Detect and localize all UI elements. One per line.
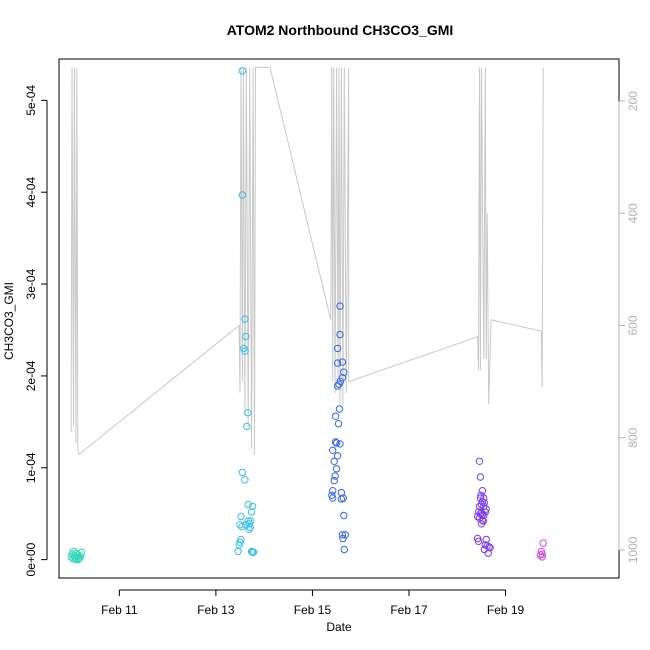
data-point <box>336 302 344 310</box>
x-tick-label: Feb 11 <box>101 603 138 617</box>
series-0 <box>67 547 86 564</box>
data-point <box>248 548 257 556</box>
data-point <box>248 502 257 511</box>
data-point <box>473 512 482 521</box>
data-point <box>78 548 86 556</box>
x-tick-label: Feb 13 <box>197 603 235 617</box>
data-point <box>474 537 483 545</box>
y2-tick-label: 1000 <box>626 536 640 563</box>
data-point <box>69 547 78 556</box>
data-point <box>477 500 486 509</box>
data-point <box>329 494 337 502</box>
data-point <box>244 409 252 417</box>
data-point <box>238 468 247 477</box>
data-point <box>480 494 488 502</box>
data-point <box>330 476 338 485</box>
series-4 <box>536 539 547 561</box>
data-point <box>243 422 251 431</box>
y-tick-label: 0e+00 <box>24 542 38 576</box>
x-tick-label: Feb 15 <box>294 603 332 617</box>
data-point <box>333 382 342 390</box>
chart-title: ATOM2 Northbound CH3CO3_GMI <box>227 22 454 38</box>
data-point <box>338 374 347 382</box>
data-point <box>244 500 252 509</box>
data-point <box>241 347 249 355</box>
data-point <box>236 521 244 529</box>
data-point <box>331 472 339 480</box>
x-tick-label: Feb 17 <box>390 603 428 617</box>
y2-tick-label: 200 <box>626 91 640 111</box>
data-point <box>238 522 246 531</box>
x-axis: Feb 11 Feb 13 Feb 15 Feb 17 Feb 19 <box>101 589 525 617</box>
data-point <box>245 525 253 533</box>
data-point <box>478 487 487 495</box>
data-point <box>536 551 544 559</box>
data-point <box>340 511 348 520</box>
data-point <box>475 457 484 465</box>
data-point <box>241 476 249 484</box>
y-tick-label: 5e-04 <box>24 85 38 116</box>
data-point <box>245 520 253 528</box>
data-point <box>335 380 343 388</box>
data-point <box>72 555 80 564</box>
data-point <box>478 516 487 524</box>
data-point <box>234 547 242 556</box>
y-tick-label: 3e-04 <box>24 268 38 299</box>
data-point <box>333 452 342 460</box>
data-point <box>332 465 341 473</box>
data-point <box>241 315 249 323</box>
data-point <box>338 358 347 366</box>
y-axis-label: CH3CO3_GMI <box>2 282 16 360</box>
data-point <box>339 534 347 543</box>
data-point <box>335 405 344 413</box>
data-point <box>333 359 342 367</box>
pressure-line <box>70 66 544 456</box>
data-point <box>538 553 546 561</box>
x-tick-label: Feb 19 <box>487 603 525 617</box>
data-point <box>477 520 486 528</box>
data-point <box>341 531 349 539</box>
data-point <box>329 446 337 454</box>
data-point <box>238 191 247 199</box>
data-point <box>337 495 346 503</box>
data-point <box>74 555 83 564</box>
data-point <box>334 420 343 428</box>
data-point <box>336 440 344 448</box>
data-point <box>475 502 484 511</box>
data-point <box>333 344 342 353</box>
data-point <box>340 545 348 554</box>
data-point <box>336 330 344 339</box>
y2-tick-label: 800 <box>626 427 640 447</box>
data-point <box>237 512 245 521</box>
data-point <box>338 531 347 539</box>
data-point <box>332 439 341 447</box>
x-axis-label: Date <box>326 620 352 634</box>
series-2 <box>328 302 349 554</box>
data-point <box>242 332 250 341</box>
y-tick-label: 4e-04 <box>24 177 38 208</box>
data-point <box>340 368 348 376</box>
data-point <box>247 508 256 516</box>
y-tick-label: 1e-04 <box>24 452 38 483</box>
pressure-line-layer <box>70 66 544 456</box>
data-point <box>539 539 547 547</box>
data-point <box>331 438 340 446</box>
data-point <box>476 473 485 481</box>
data-point <box>331 412 340 420</box>
y2-tick-label: 600 <box>626 315 640 335</box>
series-3 <box>473 457 494 557</box>
right-pressure-axis: 200 400 600 800 1000 <box>618 91 640 563</box>
data-point <box>329 487 337 495</box>
y-tick-label: 2e-04 <box>24 360 38 391</box>
y-axis: 0e+00 1e-04 2e-04 3e-04 4e-04 5e-04 <box>24 85 48 576</box>
data-point <box>486 544 494 552</box>
series-1 <box>234 67 258 556</box>
data-point <box>246 523 254 532</box>
data-points-layer <box>67 67 547 564</box>
data-point <box>330 457 338 465</box>
y2-tick-label: 400 <box>626 203 640 223</box>
data-point <box>238 67 247 75</box>
